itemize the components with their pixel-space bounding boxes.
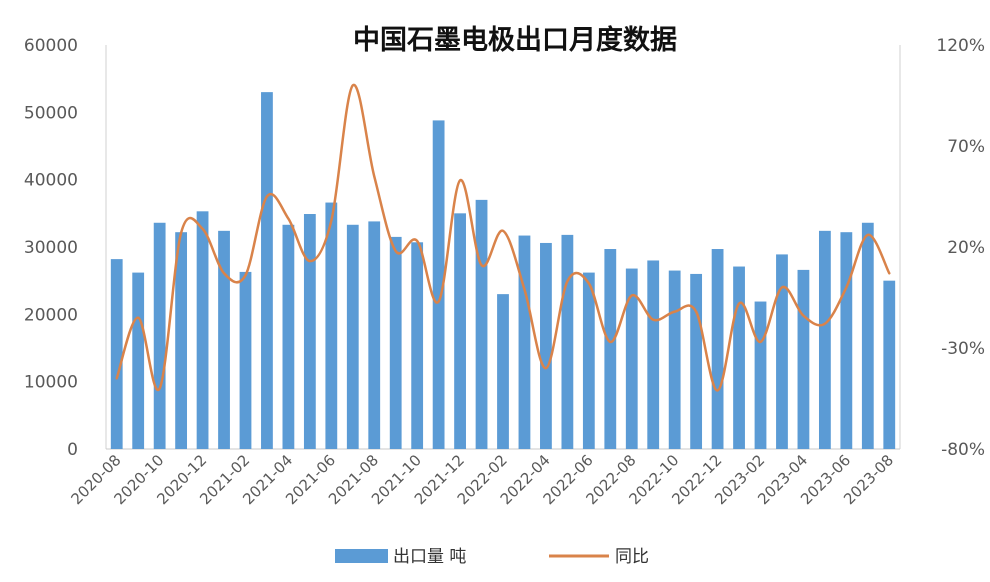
line-point-2023-02: [759, 341, 762, 343]
chart-title: 中国石墨电极出口月度数据: [353, 24, 677, 56]
line-point-2021-02: [244, 274, 247, 277]
bar-2021-07: [346, 224, 359, 449]
bar-2023-08: [883, 280, 896, 449]
legend-bar-swatch: [335, 549, 388, 563]
bar-2022-02: [497, 294, 509, 449]
line-point-2022-09: [652, 318, 655, 321]
bar-2020-10: [153, 222, 166, 449]
bar-2023-02: [754, 301, 767, 449]
line-point-2022-10: [673, 310, 676, 313]
bar-2021-11: [432, 120, 445, 449]
line-point-2023-03: [781, 286, 783, 289]
line-point-2022-06: [588, 282, 590, 285]
left-tick-label: 0: [67, 440, 78, 460]
right-tick-label: -80%: [941, 440, 985, 460]
line-point-2023-06: [845, 286, 848, 289]
bar-2021-05: [303, 214, 316, 449]
line-point-2022-04: [545, 367, 547, 370]
bar-2021-12: [454, 213, 466, 449]
line-point-2023-04: [802, 314, 805, 317]
bar-2022-01: [475, 199, 488, 449]
line-point-2020-08: [115, 377, 118, 380]
line-point-2021-03: [266, 195, 268, 198]
line-yoy-path: [115, 83, 891, 392]
line-point-2023-01: [738, 302, 740, 305]
bar-2021-08: [368, 221, 381, 449]
bar-2022-09: [647, 260, 660, 449]
legend: 出口量 吨 同比: [335, 547, 649, 567]
right-tick-label: -30%: [941, 339, 985, 359]
bar-2020-09: [132, 272, 145, 449]
bar-series-export-volume: [110, 92, 896, 449]
bar-2020-12: [196, 211, 209, 449]
right-tick-label: 70%: [947, 137, 985, 157]
right-tick-label: 120%: [936, 36, 985, 56]
legend-label-export-volume: 出口量 吨: [393, 547, 466, 567]
left-y-axis-ticks: 0 10000 20000 30000 40000 50000 60000: [24, 36, 78, 460]
bar-2020-08: [110, 259, 123, 449]
bar-2023-05: [818, 230, 831, 449]
bar-2022-05: [561, 234, 574, 449]
legend-label-yoy: 同比: [615, 547, 649, 567]
line-point-2022-12: [716, 389, 719, 392]
bar-2023-01: [733, 266, 745, 449]
left-tick-label: 20000: [24, 305, 78, 325]
bar-2022-10: [668, 270, 681, 449]
line-point-2020-11: [180, 232, 182, 234]
bar-2023-03: [776, 254, 788, 449]
bar-2021-01: [218, 230, 230, 449]
bar-2022-04: [540, 242, 552, 449]
line-point-2022-02: [502, 230, 504, 232]
bar-2021-09: [389, 236, 402, 449]
line-point-2022-11: [695, 310, 697, 313]
line-point-2021-09: [394, 250, 397, 252]
line-point-2022-03: [523, 288, 526, 291]
right-tick-label: 20%: [947, 238, 985, 258]
x-axis-ticks: 2020-082020-102020-122021-022021-042021-…: [68, 451, 898, 508]
line-point-2021-08: [373, 175, 376, 178]
line-point-2023-08: [888, 272, 891, 275]
bar-2022-12: [711, 249, 724, 449]
left-tick-label: 10000: [24, 373, 78, 393]
bar-2021-10: [411, 242, 424, 449]
line-point-2021-07: [351, 84, 354, 87]
line-point-2022-08: [630, 294, 633, 297]
line-point-2021-11: [437, 300, 440, 303]
line-point-2021-10: [416, 240, 418, 242]
bar-2022-11: [690, 273, 703, 449]
line-point-2021-04: [287, 217, 290, 220]
bar-2021-03: [261, 92, 273, 449]
line-series-yoy: [115, 83, 891, 392]
line-point-2021-05: [309, 260, 311, 262]
line-point-2023-05: [824, 322, 826, 325]
bar-2022-06: [582, 272, 595, 449]
left-tick-label: 40000: [24, 171, 78, 191]
line-point-2022-07: [609, 341, 612, 343]
line-point-2022-01: [480, 264, 483, 266]
bar-2022-07: [604, 249, 617, 449]
right-y-axis-ticks: -80% -30% 20% 70% 120%: [936, 36, 985, 460]
line-point-2021-06: [330, 219, 333, 222]
left-tick-label: 30000: [24, 238, 78, 258]
bar-2022-08: [625, 268, 638, 449]
bar-2021-06: [325, 202, 338, 449]
left-tick-label: 60000: [24, 36, 78, 56]
bar-2023-04: [797, 269, 810, 449]
bar-2021-04: [282, 224, 295, 449]
bar-2020-11: [175, 232, 188, 449]
line-point-2021-01: [223, 272, 225, 275]
line-point-2021-12: [459, 179, 461, 182]
bar-2023-07: [861, 222, 874, 449]
line-point-2022-05: [566, 280, 569, 283]
line-point-2020-10: [158, 387, 161, 390]
bar-2022-03: [518, 235, 531, 449]
bar-2021-02: [239, 271, 252, 449]
line-point-2020-12: [201, 228, 204, 230]
bar-2023-06: [840, 232, 853, 449]
line-point-2020-09: [137, 316, 139, 319]
line-point-2023-07: [867, 234, 869, 236]
left-tick-label: 50000: [24, 103, 78, 123]
